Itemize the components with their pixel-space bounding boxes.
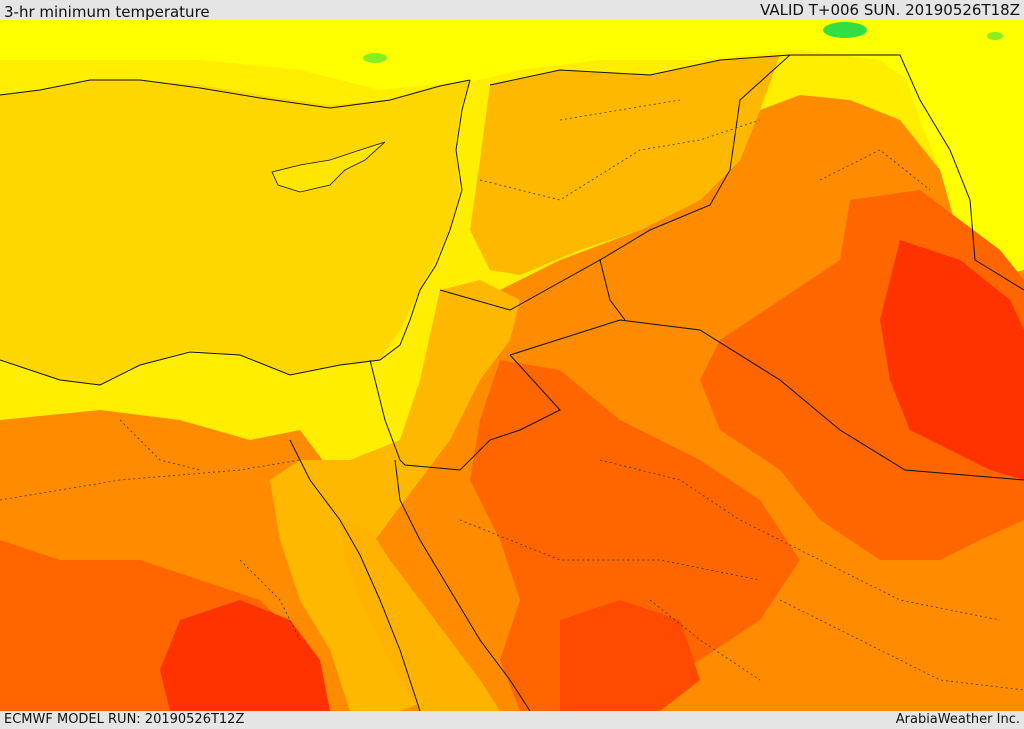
cool-zone-turkey <box>0 20 1024 140</box>
border-iraq-saudi <box>509 319 1024 481</box>
cold-spot-northeast <box>987 32 1003 40</box>
very-hot-sudan <box>160 600 330 711</box>
map-footer: ECMWF MODEL RUN: 20190526T12Z ArabiaWeat… <box>0 711 1024 729</box>
border-egypt <box>369 359 406 466</box>
credit-label: ArabiaWeather Inc. <box>895 712 1020 727</box>
coastline-red-sea <box>289 439 531 711</box>
border-syria <box>489 54 1024 291</box>
map-title: 3-hr minimum temperature <box>4 3 210 21</box>
hot-zone-saudi <box>470 360 800 711</box>
cyprus <box>271 141 386 193</box>
very-hot-saudi <box>560 600 700 711</box>
cold-spot-east <box>823 22 867 38</box>
red-sea <box>340 520 500 711</box>
cool-zone-zagros <box>900 60 1024 280</box>
cold-spot-center <box>363 53 387 63</box>
admin-boundaries <box>0 99 1024 691</box>
valid-time: VALID T+006 SUN. 20190526T18Z <box>760 1 1020 19</box>
very-hot-iraq <box>880 240 1024 480</box>
model-run-label: ECMWF MODEL RUN: 20190526T12Z <box>4 712 245 727</box>
mild-zone-syria <box>470 55 780 275</box>
coastline-levant <box>0 79 471 386</box>
map-header: 3-hr minimum temperature VALID T+006 SUN… <box>0 0 1024 21</box>
coastline-turkey <box>0 79 471 109</box>
mild-zone-levant <box>270 280 520 711</box>
temperature-map <box>0 20 1024 711</box>
